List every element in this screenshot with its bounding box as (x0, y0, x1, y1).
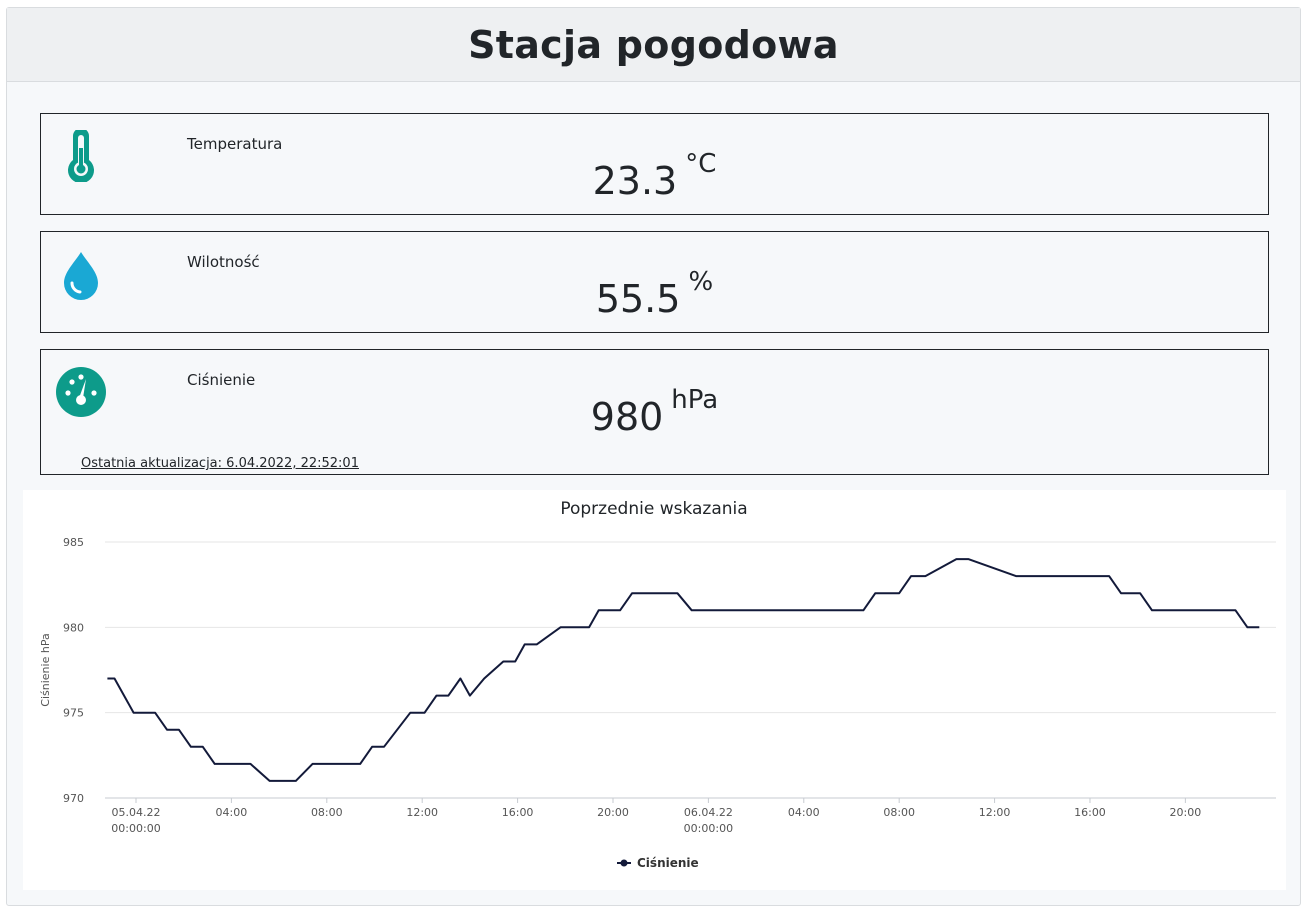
gauge-icon (56, 367, 106, 417)
humidity-label: Wilotność (187, 253, 260, 271)
legend-marker (620, 859, 628, 867)
temperature-label: Temperatura (187, 135, 283, 153)
x-tick-label: 12:00 (979, 806, 1011, 819)
x-tick-label: 06.04.22 (684, 806, 733, 819)
humidity-unit: % (688, 267, 714, 297)
x-tick-label-line2: 00:00:00 (111, 822, 160, 835)
y-axis-label: Ciśnienie hPa (39, 633, 52, 706)
history-chart: Poprzednie wskazania 970 975 980 985 Ciśnieni… (23, 490, 1286, 890)
x-tick-label: 16:00 (502, 806, 534, 819)
x-tick-label: 12:00 (406, 806, 438, 819)
pressure-series-line (107, 558, 1260, 782)
page-container: Stacja pogodowa Temperatura 23.3 °C Wilot… (6, 7, 1301, 906)
legend-label: Ciśnienie (637, 856, 699, 870)
pressure-unit: hPa (671, 385, 719, 415)
x-tick-label: 05.04.22 (112, 806, 161, 819)
x-tick-label-line2: 00:00:00 (684, 822, 733, 835)
x-tick-label: 08:00 (311, 806, 343, 819)
pressure-label: Ciśnienie (187, 371, 256, 389)
page-title: Stacja pogodowa (468, 22, 839, 67)
chart-title: Poprzednie wskazania (560, 499, 747, 519)
x-tick-label: 20:00 (1170, 806, 1202, 819)
y-tick-label: 980 (63, 621, 84, 634)
humidity-card: Wilotność 55.5% (40, 231, 1269, 333)
x-tick-label: 08:00 (883, 806, 915, 819)
page-header: Stacja pogodowa (7, 8, 1300, 82)
thermometer-icon (68, 130, 94, 182)
x-tick-label: 20:00 (597, 806, 629, 819)
y-tick-label: 985 (63, 536, 84, 549)
y-tick-label: 970 (63, 792, 84, 805)
temperature-unit: °C (685, 149, 717, 179)
x-tick-label: 04:00 (788, 806, 820, 819)
humidity-value: 55.5 (595, 277, 681, 321)
water-drop-icon (64, 252, 98, 300)
history-chart-svg: Poprzednie wskazania 970 975 980 985 Ciśnieni… (39, 499, 1276, 870)
x-tick-label: 04:00 (216, 806, 248, 819)
pressure-value: 980 (590, 395, 664, 439)
last-update-link[interactable]: Ostatnia aktualizacja: 6.04.2022, 22:52:… (81, 456, 359, 471)
temperature-value: 23.3 (592, 159, 678, 203)
y-tick-label: 975 (63, 707, 84, 720)
temperature-card: Temperatura 23.3 °C (40, 113, 1269, 215)
pressure-card: Ciśnienie 980 hPa Ostatnia aktualizacja: … (40, 349, 1269, 475)
x-tick-label: 16:00 (1074, 806, 1106, 819)
